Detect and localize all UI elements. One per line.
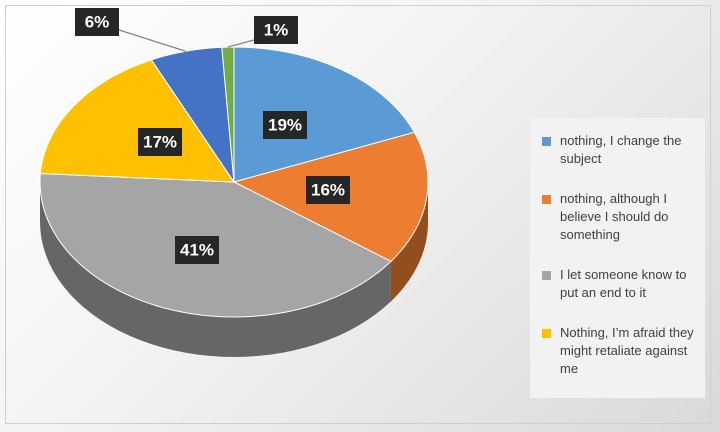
data-label-box	[254, 16, 298, 44]
data-label: 19%	[268, 115, 302, 134]
pie-slice	[39, 59, 235, 183]
data-label: 16%	[311, 180, 345, 199]
data-label-box	[75, 8, 119, 36]
data-label-box	[175, 236, 219, 264]
leader-line	[227, 39, 255, 48]
legend-swatch	[542, 271, 551, 280]
pie-slice	[150, 46, 235, 183]
data-label: 1%	[264, 20, 289, 39]
legend-label: nothing, I change the subject	[560, 133, 682, 166]
legend-item: I let someone know to put an end to it	[542, 266, 697, 302]
legend-item: Nothing, I’m afraid they might retaliate…	[542, 324, 697, 378]
pie-slice-side	[40, 182, 391, 357]
leader-line	[118, 29, 186, 52]
data-label-box	[263, 111, 307, 139]
legend-swatch	[542, 329, 551, 338]
data-label-box	[138, 128, 182, 156]
data-label-box	[306, 176, 350, 204]
legend: nothing, I change the subject nothing, al…	[530, 118, 705, 398]
legend-label: Nothing, I’m afraid they might retaliate…	[560, 325, 694, 376]
data-label: 41%	[180, 240, 214, 259]
chart-frame	[5, 5, 711, 424]
legend-item: nothing, I change the subject	[542, 132, 697, 168]
legend-label: nothing, although I believe I should do …	[560, 191, 669, 242]
data-label: 17%	[143, 132, 177, 151]
pie-slice	[233, 46, 416, 183]
legend-swatch	[542, 195, 551, 204]
legend-item: nothing, although I believe I should do …	[542, 190, 697, 244]
data-label: 6%	[85, 12, 110, 31]
pie-slice-side	[390, 182, 428, 302]
legend-label: I let someone know to put an end to it	[560, 267, 687, 300]
legend-swatch	[542, 137, 551, 146]
